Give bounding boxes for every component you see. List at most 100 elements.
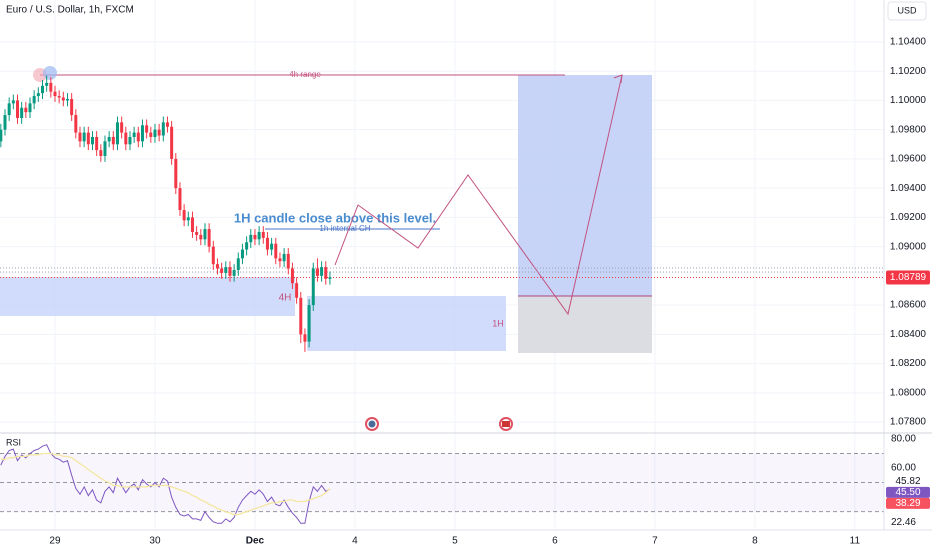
candle-body [290,268,294,284]
y-tick-label: 1.09600 [890,154,927,165]
candle-body [232,270,236,276]
candle-body [20,107,24,118]
candle-body [320,267,324,276]
candle-body [174,158,178,189]
candle-body [249,234,253,243]
candle-body [207,229,211,247]
candle-body [49,82,53,92]
candle-body [40,85,44,94]
rsi-value-box [886,486,930,498]
y-tick-label: 1.09800 [890,124,927,135]
rsi-line [0,452,331,516]
candle-body [3,115,7,130]
y-tick-label: 1.08200 [890,358,927,369]
candle-body [74,115,78,133]
candle-body [128,136,132,145]
candle-body [274,243,278,259]
candle-body [190,217,194,233]
candle-body [90,136,94,145]
candle-body [203,229,207,240]
range-label: 4h range [289,70,321,79]
candle-body [299,297,303,335]
x-tick-label: 8 [752,536,758,547]
projection-arrow [613,74,623,84]
candle-body [295,283,299,298]
y-tick-label: 1.09400 [890,183,927,194]
rsi-value-label: 38.29 [895,498,920,509]
currency-label[interactable]: USD [897,5,917,15]
candle-body [86,132,90,145]
candle-body [236,258,240,271]
candle-body [115,122,119,145]
candle-body [7,103,11,116]
x-tick-label: 29 [49,536,61,547]
candle-body [107,136,111,142]
candle-body [140,125,144,142]
axis-labels: 1.10400 1.10200 1.10000 1.09800 1.09600 1.094… [49,37,930,547]
y-tick-label: 1.08400 [890,329,927,340]
y-tick-label: 1.10000 [890,95,927,106]
x-tick-label: 7 [652,536,658,547]
x-tick-label: 5 [452,536,458,547]
candle-body [28,103,32,113]
candle-body [282,253,286,262]
rsi-tick-label: 22.46 [891,517,916,528]
candle-body [245,242,249,250]
y-tick-label: 1.07800 [890,417,927,428]
x-tick-label: 30 [149,536,161,547]
candle-body [270,243,274,250]
highlight-dot [43,66,57,80]
rsi-tick-label: 60.00 [891,463,916,474]
y-tick-label: 1.09000 [890,241,927,252]
last-price-label: 1.08789 [890,272,927,283]
zone-1h [307,296,506,351]
last-price-box [886,270,930,285]
candle-body [161,122,165,136]
candle-body [132,132,136,137]
signal-note: 1H candle close above this level. [234,210,436,225]
candle-body [99,150,103,156]
candle-body [278,258,282,262]
candle-body [253,234,257,240]
zone-4h [0,277,295,316]
candle-body [153,129,157,137]
candle-body [178,188,182,211]
candle-body [61,97,65,101]
candle-body [240,249,244,259]
candle-body [228,267,232,276]
position-stop [518,296,652,353]
currency-button[interactable] [887,1,927,21]
zone-1h-label: 1H [492,318,504,328]
candle-body [186,217,190,221]
x-tick-label: 6 [552,536,558,547]
event-icon-flag [502,421,510,427]
y-tick-label: 1.10400 [890,37,927,48]
candle-body [170,126,174,159]
candle-body [165,122,169,127]
candle-body [328,277,332,279]
candle-body [224,267,228,273]
projection-path [334,74,623,316]
rsi-value-label: 45.82 [895,476,920,487]
candle-body [215,264,219,269]
candle-body [124,132,128,145]
rsi-band [0,453,884,512]
candle-body [261,232,265,238]
candle-body [36,93,40,97]
candle-body [145,125,149,133]
x-tick-label: 4 [352,536,358,547]
candle-body [324,267,328,279]
plot [0,75,884,524]
candle-body [95,136,99,151]
x-tick-label: 11 [850,536,861,547]
zone-4h-label: 4H [279,293,292,304]
candle-body [286,253,290,269]
candle-body [111,136,115,145]
x-tick-label: Dec [246,536,265,547]
y-tick-label: 1.08600 [890,300,927,311]
candle-body [195,232,199,235]
event-icon-flag [368,420,376,428]
rsi-value-label: 45.50 [895,487,920,498]
candle-body [82,132,86,142]
